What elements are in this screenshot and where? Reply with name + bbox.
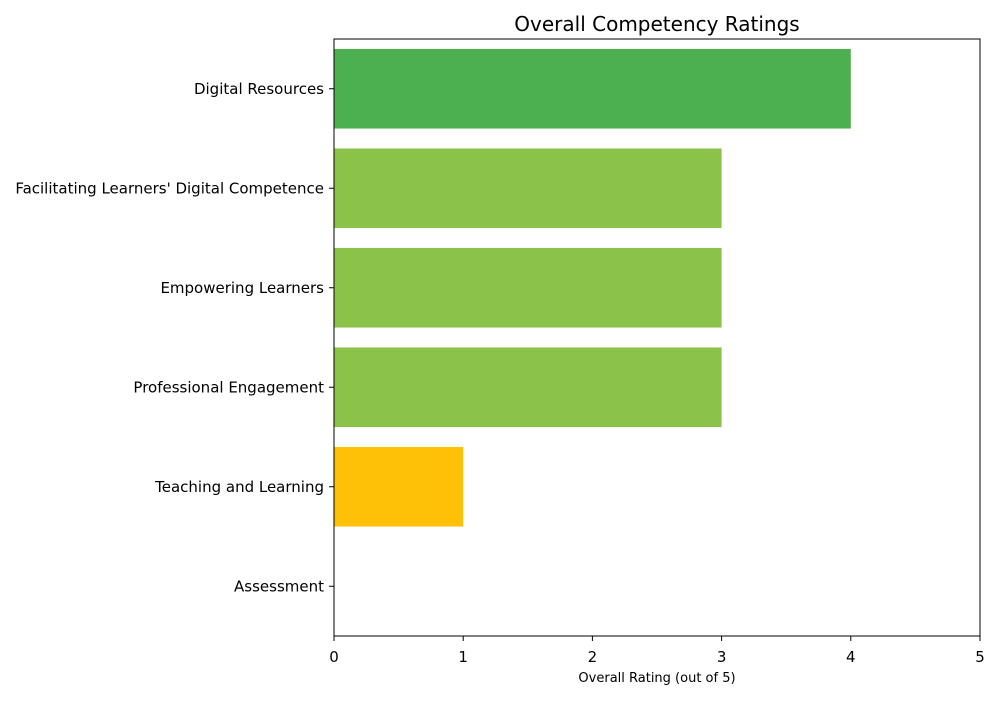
bar-2	[334, 247, 722, 328]
chart-title: Overall Competency Ratings	[514, 12, 799, 36]
x-tick-label: 3	[717, 648, 727, 666]
x-tick-label: 1	[458, 648, 468, 666]
bar-0	[334, 48, 851, 129]
category-label: Digital Resources	[194, 80, 324, 98]
x-ticks: 0 1 2 3 4 5	[329, 636, 985, 666]
category-label: Facilitating Learners' Digital Competenc…	[15, 179, 324, 197]
x-tick-label: 2	[588, 648, 598, 666]
bar-1	[334, 148, 722, 229]
category-label: Empowering Learners	[160, 279, 324, 297]
x-tick-label: 5	[975, 648, 985, 666]
bar-4	[334, 446, 464, 527]
x-tick-label: 4	[846, 648, 856, 666]
x-axis-label: Overall Rating (out of 5)	[578, 671, 735, 686]
bars-layer	[334, 48, 851, 527]
y-category-labels: Digital Resources Facilitating Learners' …	[15, 80, 334, 595]
category-label: Professional Engagement	[133, 378, 324, 396]
bar-3	[334, 347, 722, 428]
x-tick-label: 0	[329, 648, 339, 666]
plot-frame	[333, 38, 981, 637]
category-label: Assessment	[234, 577, 324, 595]
category-label: Teaching and Learning	[154, 478, 324, 496]
